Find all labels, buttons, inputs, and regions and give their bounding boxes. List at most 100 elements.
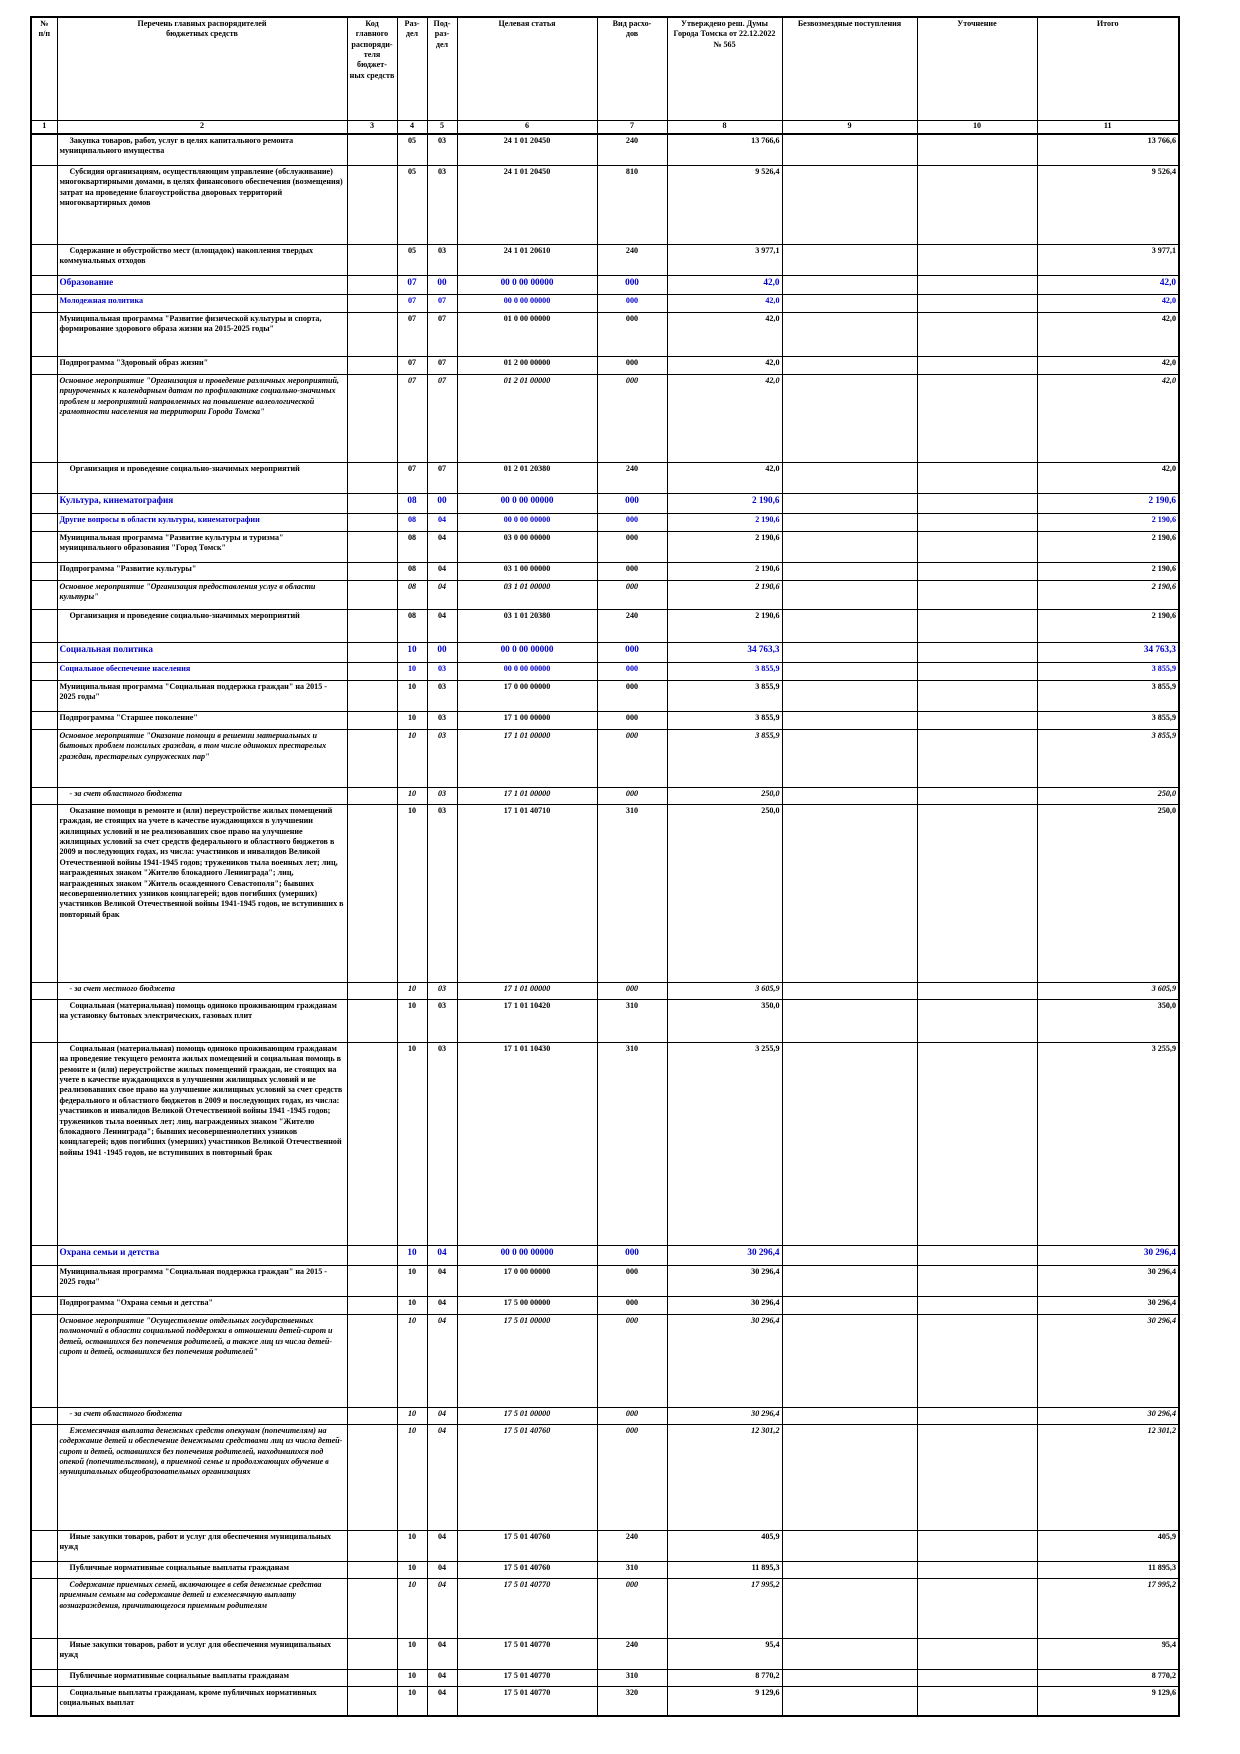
cell-name: Муниципальная программа "Развитие культу… [56, 531, 348, 563]
table-row: - за счет областного бюджета 10 03 17 1 01 … [30, 787, 1180, 805]
cell-name: Содержание приемных семей, включающее в … [56, 1578, 348, 1639]
cell-podr: 04 [426, 1407, 458, 1425]
cell-cel: 17 5 01 40760 [456, 1424, 598, 1531]
cell-utv: 30 296,4 [666, 1314, 783, 1408]
cell-utv: 2 190,6 [666, 580, 783, 610]
cell-code [346, 999, 398, 1043]
cell-razd: 05 [396, 244, 428, 276]
cell-podr: 03 [426, 711, 458, 730]
cell-bezv [781, 462, 918, 494]
cell-utoch [916, 711, 1038, 730]
cell-vid: 000 [596, 1296, 668, 1315]
cell-razd: 07 [396, 275, 428, 295]
cell-utoch [916, 312, 1038, 357]
colnum-10: 10 [916, 120, 1038, 135]
cell-bezv [781, 1561, 918, 1579]
cell-num [30, 999, 58, 1043]
table-row: Социальное обеспечение населения 10 03 00 0… [30, 662, 1180, 681]
cell-bezv [781, 787, 918, 805]
header-celevaya-statya: Целевая статья [456, 16, 598, 121]
cell-bezv [781, 662, 918, 681]
cell-utv: 95,4 [666, 1638, 783, 1670]
cell-name: Иные закупки товаров, работ и услуг для … [56, 1638, 348, 1670]
cell-num [30, 1424, 58, 1531]
cell-code [346, 374, 398, 463]
cell-code [346, 711, 398, 730]
cell-podr: 04 [426, 1314, 458, 1408]
cell-cel: 01 0 00 00000 [456, 312, 598, 357]
cell-razd: 08 [396, 562, 428, 581]
cell-itog: 9 526,4 [1036, 165, 1180, 245]
cell-num [30, 165, 58, 245]
colnum-8: 8 [666, 120, 783, 135]
cell-num [30, 531, 58, 563]
cell-utv: 2 190,6 [666, 493, 783, 514]
cell-razd: 10 [396, 662, 428, 681]
table-row: Социальная (материальная) помощь одиноко… [30, 1042, 1180, 1246]
cell-num [30, 1578, 58, 1639]
cell-itog: 17 995,2 [1036, 1578, 1180, 1639]
cell-vid: 810 [596, 165, 668, 245]
cell-podr: 04 [426, 1638, 458, 1670]
cell-bezv [781, 133, 918, 166]
cell-vid: 000 [596, 294, 668, 313]
cell-itog: 13 766,6 [1036, 133, 1180, 166]
cell-bezv [781, 1296, 918, 1315]
cell-vid: 000 [596, 312, 668, 357]
cell-name: Социальные выплаты гражданам, кроме публ… [56, 1686, 348, 1717]
cell-bezv [781, 1578, 918, 1639]
colnum-2: 2 [56, 120, 348, 135]
cell-utoch [916, 662, 1038, 681]
cell-cel: 03 1 01 20380 [456, 609, 598, 643]
cell-code [346, 244, 398, 276]
cell-utv: 42,0 [666, 275, 783, 295]
cell-podr: 03 [426, 1042, 458, 1246]
cell-podr: 03 [426, 999, 458, 1043]
header-razdel: Раз- дел [396, 16, 428, 121]
cell-code [346, 1578, 398, 1639]
cell-utv: 12 301,2 [666, 1424, 783, 1531]
cell-itog: 3 855,9 [1036, 729, 1180, 788]
cell-code [346, 165, 398, 245]
cell-utv: 42,0 [666, 356, 783, 375]
cell-utv: 2 190,6 [666, 609, 783, 643]
cell-num [30, 1638, 58, 1670]
cell-bezv [781, 374, 918, 463]
cell-num [30, 1042, 58, 1246]
cell-cel: 01 2 01 20380 [456, 462, 598, 494]
cell-cel: 17 5 00 00000 [456, 1296, 598, 1315]
cell-num [30, 1561, 58, 1579]
table-row: Субсидия организациям, осуществляющим уп… [30, 165, 1180, 245]
cell-utv: 3 855,9 [666, 662, 783, 681]
cell-utv: 2 190,6 [666, 562, 783, 581]
cell-bezv [781, 312, 918, 357]
header-column-numbers-row: 1 2 3 4 5 6 7 8 9 10 11 [30, 120, 1180, 135]
cell-code [346, 1314, 398, 1408]
cell-utv: 3 855,9 [666, 680, 783, 712]
cell-bezv [781, 1686, 918, 1717]
cell-vid: 000 [596, 1314, 668, 1408]
cell-utoch [916, 1407, 1038, 1425]
cell-podr: 04 [426, 1561, 458, 1579]
table-row: Муниципальная программа "Социальная подд… [30, 680, 1180, 712]
cell-utoch [916, 680, 1038, 712]
table-row: Основное мероприятие "Осуществление отде… [30, 1314, 1180, 1408]
cell-name: Культура, кинематография [56, 493, 348, 514]
cell-num [30, 729, 58, 788]
cell-bezv [781, 356, 918, 375]
cell-itog: 9 129,6 [1036, 1686, 1180, 1717]
cell-num [30, 133, 58, 166]
cell-podr: 07 [426, 312, 458, 357]
cell-num [30, 787, 58, 805]
cell-num [30, 275, 58, 295]
cell-cel: 17 1 01 00000 [456, 729, 598, 788]
cell-itog: 30 296,4 [1036, 1245, 1180, 1266]
cell-itog: 34 763,3 [1036, 642, 1180, 663]
cell-name: Публичные нормативные социальные выплаты… [56, 1561, 348, 1579]
cell-name: Муниципальная программа "Социальная подд… [56, 680, 348, 712]
header-utverzhdeno: Утверждено реш. Думы Города Томска от 22… [666, 16, 783, 121]
table-row: Содержание приемных семей, включающее в … [30, 1578, 1180, 1639]
cell-num [30, 1669, 58, 1687]
table-body: Закупка товаров, работ, услуг в целях ка… [30, 133, 1180, 1717]
